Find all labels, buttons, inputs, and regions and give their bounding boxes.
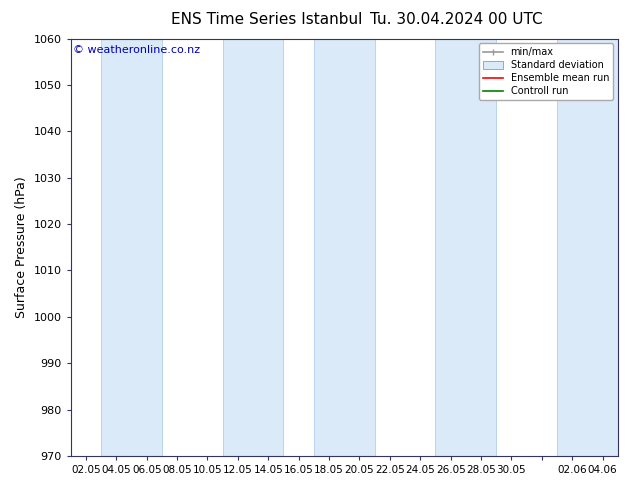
Bar [223, 39, 283, 456]
Text: ENS Time Series Istanbul: ENS Time Series Istanbul [171, 12, 362, 27]
Bar [557, 39, 618, 456]
Y-axis label: Surface Pressure (hPa): Surface Pressure (hPa) [15, 176, 28, 318]
Bar [436, 39, 496, 456]
Text: © weatheronline.co.nz: © weatheronline.co.nz [74, 45, 200, 55]
Bar [314, 39, 375, 456]
Text: Tu. 30.04.2024 00 UTC: Tu. 30.04.2024 00 UTC [370, 12, 543, 27]
Bar [101, 39, 162, 456]
Legend: min/max, Standard deviation, Ensemble mean run, Controll run: min/max, Standard deviation, Ensemble me… [479, 44, 613, 100]
